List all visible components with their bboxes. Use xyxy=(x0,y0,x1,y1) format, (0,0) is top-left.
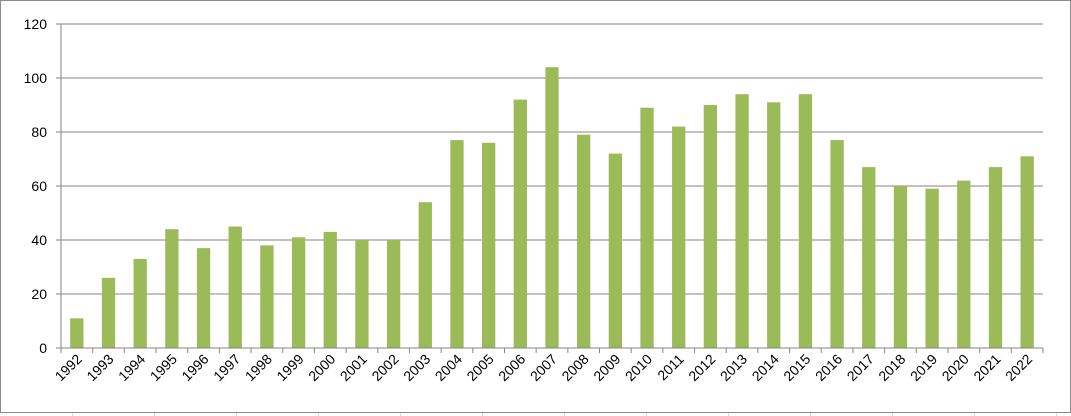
bar-2010[interactable] xyxy=(640,107,654,348)
x-tick-label: 2022 xyxy=(1002,351,1035,384)
x-tick-label: 2021 xyxy=(970,351,1003,384)
y-tick-label: 120 xyxy=(24,16,48,32)
x-tick-label: 2003 xyxy=(400,351,433,384)
x-tick-label: 1995 xyxy=(147,351,180,384)
x-tick-label: 2013 xyxy=(717,351,750,384)
bar-1993[interactable] xyxy=(101,277,116,348)
bar-1994[interactable] xyxy=(133,258,147,348)
bar-2014[interactable] xyxy=(767,102,781,348)
x-tick-label: 1992 xyxy=(52,351,85,384)
x-tick-label: 1994 xyxy=(115,351,148,384)
x-tick-label: 2020 xyxy=(939,351,972,384)
x-tick-label: 2009 xyxy=(590,351,623,384)
bar-2020[interactable] xyxy=(957,180,971,348)
bar-2001[interactable] xyxy=(355,240,369,348)
x-tick-label: 2018 xyxy=(875,351,908,384)
y-tick-label: 20 xyxy=(31,286,47,302)
x-tick-label: 2004 xyxy=(432,351,465,384)
x-tick-label: 1999 xyxy=(273,351,306,384)
bar-2003[interactable] xyxy=(418,202,432,348)
bar-1996[interactable] xyxy=(196,248,211,348)
x-tick-label: 2006 xyxy=(495,351,528,384)
x-tick-label: 2014 xyxy=(749,351,782,384)
x-tick-label: 1993 xyxy=(83,351,116,384)
bar-2007[interactable] xyxy=(545,67,559,348)
y-tick-label: 40 xyxy=(31,232,47,248)
x-tick-label: 1997 xyxy=(210,351,243,384)
x-tick-label: 2002 xyxy=(368,351,401,384)
x-tick-label: 2001 xyxy=(337,351,370,384)
bar-2018[interactable] xyxy=(893,186,908,348)
y-tick-label: 0 xyxy=(39,340,47,356)
x-tick-label: 1996 xyxy=(178,351,211,384)
x-tick-label: 2015 xyxy=(780,351,813,384)
bar-2021[interactable] xyxy=(988,167,1003,348)
bar-2011[interactable] xyxy=(672,126,686,348)
bar-2008[interactable] xyxy=(577,134,591,348)
y-tick-label: 100 xyxy=(24,70,48,86)
x-tick-label: 2000 xyxy=(305,351,338,384)
bar-2015[interactable] xyxy=(798,94,813,348)
bar-2005[interactable] xyxy=(481,142,496,348)
bar-2017[interactable] xyxy=(862,167,876,348)
y-tick-label: 60 xyxy=(31,178,47,194)
x-tick-label: 2010 xyxy=(622,351,655,384)
bar-2022[interactable] xyxy=(1020,156,1034,348)
x-tick-label: 2007 xyxy=(527,351,560,384)
bar-1998[interactable] xyxy=(260,245,274,348)
x-tick-label: 2011 xyxy=(654,351,687,384)
y-tick-label: 80 xyxy=(31,124,47,140)
x-tick-label: 2008 xyxy=(558,351,591,384)
bar-2000[interactable] xyxy=(323,231,337,348)
bar-1997[interactable] xyxy=(228,226,242,349)
bar-2012[interactable] xyxy=(703,105,718,348)
bar-1999[interactable] xyxy=(291,237,306,348)
bar-2002[interactable] xyxy=(386,240,401,348)
bar-2004[interactable] xyxy=(450,140,464,348)
bar-1992[interactable] xyxy=(70,318,84,348)
bar-2016[interactable] xyxy=(830,140,844,348)
x-tick-label: 2012 xyxy=(685,351,718,384)
x-tick-label: 2016 xyxy=(812,351,845,384)
bar-2006[interactable] xyxy=(513,99,527,348)
x-tick-label: 2019 xyxy=(907,351,940,384)
x-tick-label: 2017 xyxy=(844,351,877,384)
bar-2013[interactable] xyxy=(735,94,749,348)
x-tick-label: 1998 xyxy=(242,351,275,384)
bar-2009[interactable] xyxy=(608,153,623,348)
x-tick-label: 2005 xyxy=(463,351,496,384)
bar-1995[interactable] xyxy=(165,229,179,348)
bar-2019[interactable] xyxy=(925,188,939,348)
